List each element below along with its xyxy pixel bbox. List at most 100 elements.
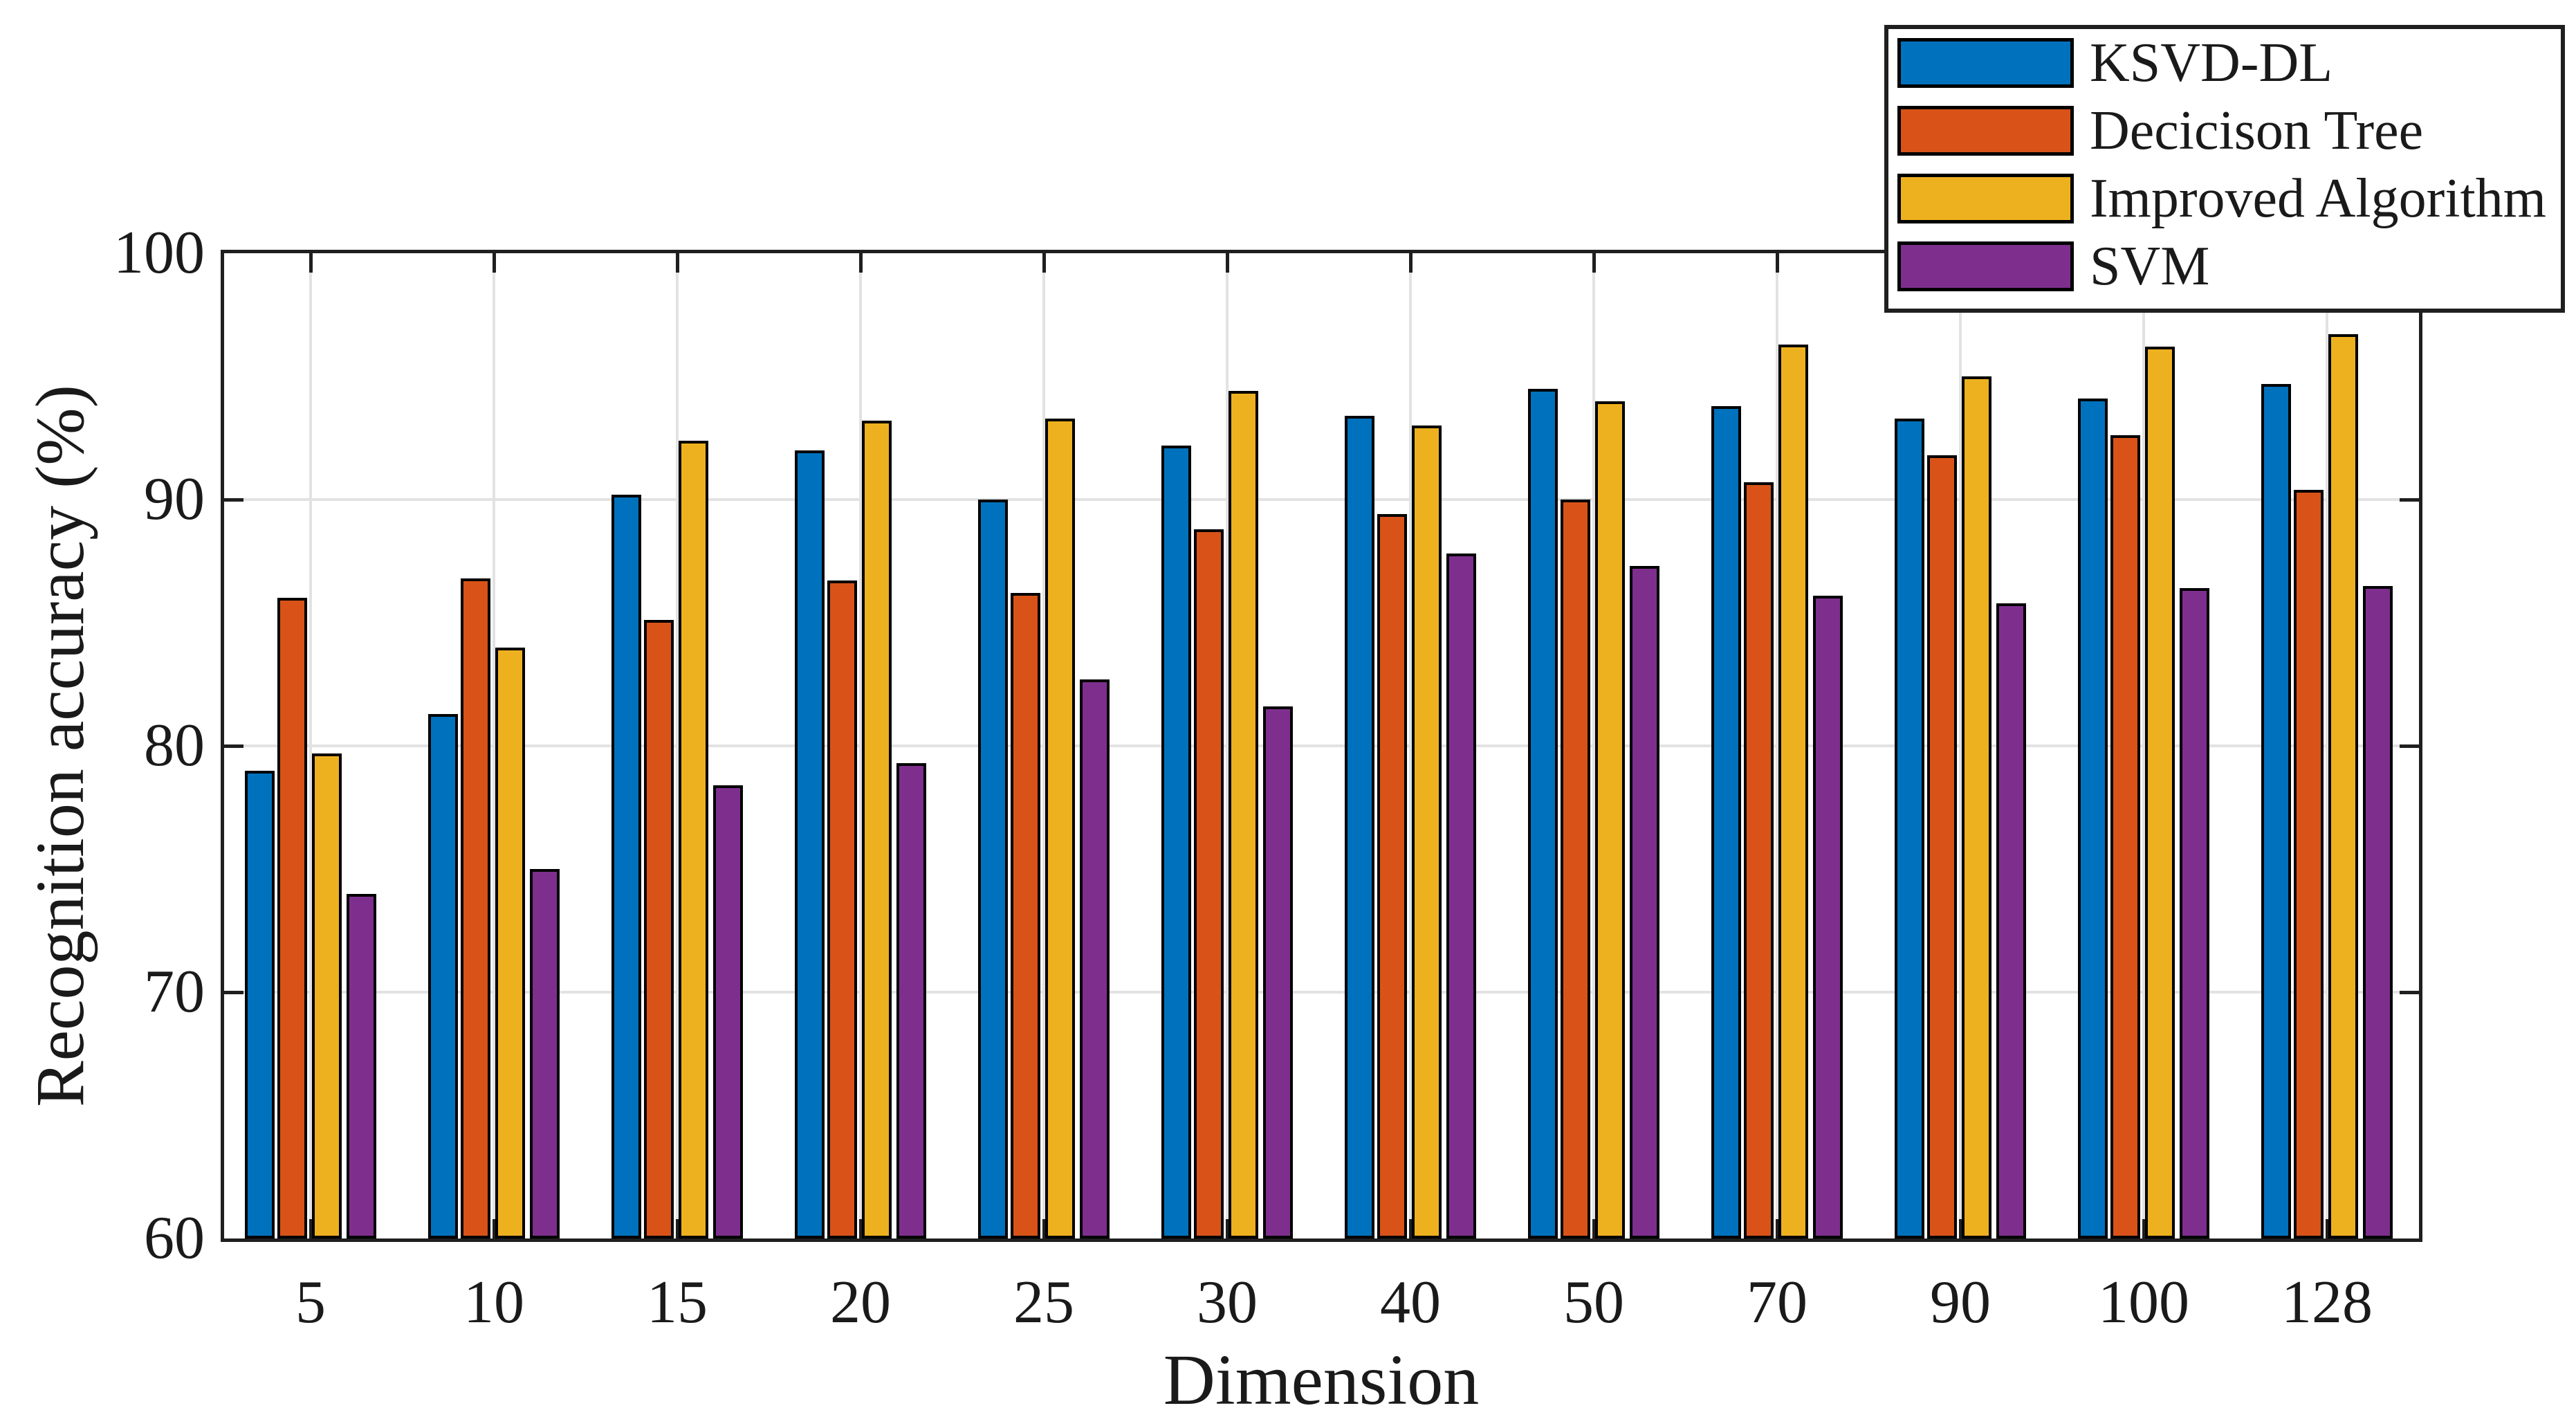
bar-decicison-tree-50 (1561, 500, 1590, 1238)
x-tick-label-128: 128 (2281, 1269, 2373, 1336)
bar-ksvd-dl-90 (1895, 418, 1924, 1238)
x-gridline-70 (1776, 253, 1778, 1238)
x-tick-top-20 (858, 253, 863, 273)
legend-row-3: SVM (1888, 232, 2561, 300)
bar-svm-30 (1263, 706, 1293, 1238)
bar-svm-70 (1813, 595, 1843, 1238)
bar-decicison-tree-70 (1744, 482, 1774, 1238)
bar-decicison-tree-25 (1011, 593, 1040, 1238)
bar-svm-10 (530, 869, 560, 1238)
legend-row-0: KSVD-DL (1888, 29, 2561, 97)
x-tick-top-70 (1775, 253, 1779, 273)
y-tick-right-80 (2400, 744, 2419, 748)
bar-decicison-tree-5 (277, 598, 307, 1238)
x-tick-label-20: 20 (830, 1269, 891, 1336)
legend: KSVD-DL Decicison Tree Improved Algorithm S… (1884, 25, 2565, 313)
bar-improved-algorithm-128 (2328, 334, 2358, 1238)
y-tick-right-90 (2400, 497, 2419, 502)
x-tick-top-5 (309, 253, 313, 273)
legend-label: Improved Algorithm (2090, 168, 2546, 229)
legend-swatch-icon (1897, 174, 2074, 223)
x-tick-label-10: 10 (463, 1269, 524, 1336)
legend-swatch-icon (1897, 241, 2074, 291)
x-gridline-15 (676, 253, 679, 1238)
bar-decicison-tree-30 (1194, 529, 1224, 1238)
y-tick-left-80 (224, 744, 243, 748)
x-gridline-128 (2326, 253, 2328, 1238)
bar-improved-algorithm-50 (1595, 401, 1625, 1238)
bar-decicison-tree-100 (2110, 435, 2140, 1238)
bar-svm-25 (1080, 679, 1110, 1238)
x-tick-label-40: 40 (1380, 1269, 1441, 1336)
x-tick-bottom-5 (309, 1219, 313, 1238)
bar-improved-algorithm-100 (2145, 347, 2175, 1238)
x-tick-bottom-15 (675, 1219, 679, 1238)
bar-ksvd-dl-50 (1528, 388, 1558, 1238)
x-tick-label-30: 30 (1197, 1269, 1258, 1336)
bar-improved-algorithm-30 (1229, 391, 1258, 1238)
bar-svm-50 (1630, 566, 1659, 1238)
legend-label: KSVD-DL (2090, 33, 2333, 93)
y-gridline-90 (224, 498, 2419, 501)
x-tick-label-50: 50 (1563, 1269, 1624, 1336)
bar-improved-algorithm-70 (1778, 344, 1808, 1238)
x-tick-bottom-128 (2325, 1219, 2329, 1238)
bar-svm-100 (2180, 588, 2209, 1238)
y-tick-label-100: 100 (113, 219, 205, 286)
bar-improved-algorithm-40 (1412, 426, 1442, 1238)
bar-svm-90 (1996, 603, 2026, 1238)
x-tick-label-5: 5 (295, 1269, 326, 1336)
x-tick-bottom-40 (1408, 1219, 1413, 1238)
bar-decicison-tree-128 (2294, 489, 2324, 1238)
bar-improved-algorithm-5 (312, 753, 342, 1238)
bar-ksvd-dl-25 (978, 500, 1008, 1238)
x-gridline-40 (1409, 253, 1412, 1238)
bar-improved-algorithm-15 (679, 440, 708, 1238)
bar-svm-5 (347, 893, 376, 1238)
y-tick-label-60: 60 (144, 1205, 205, 1272)
bar-ksvd-dl-128 (2261, 383, 2291, 1238)
y-gridline-80 (224, 744, 2419, 747)
y-tick-label-90: 90 (144, 466, 205, 533)
x-tick-top-50 (1592, 253, 1596, 273)
bar-improved-algorithm-20 (862, 421, 892, 1238)
x-tick-label-70: 70 (1747, 1269, 1807, 1336)
legend-label: SVM (2090, 236, 2210, 297)
legend-row-1: Decicison Tree (1888, 97, 2561, 165)
x-tick-top-10 (492, 253, 496, 273)
x-tick-bottom-70 (1775, 1219, 1779, 1238)
x-gridline-10 (493, 253, 495, 1238)
x-gridline-20 (859, 253, 862, 1238)
x-tick-bottom-100 (2142, 1219, 2146, 1238)
x-gridline-90 (1959, 253, 1962, 1238)
bar-decicison-tree-15 (644, 620, 674, 1238)
bar-svm-128 (2363, 585, 2393, 1238)
bar-ksvd-dl-5 (245, 770, 275, 1238)
x-tick-bottom-50 (1592, 1219, 1596, 1238)
x-tick-bottom-25 (1042, 1219, 1046, 1238)
bar-decicison-tree-20 (827, 580, 857, 1238)
x-tick-label-100: 100 (2098, 1269, 2189, 1336)
x-tick-top-40 (1408, 253, 1413, 273)
x-tick-bottom-30 (1225, 1219, 1229, 1238)
y-tick-left-90 (224, 497, 243, 502)
x-gridline-50 (1592, 253, 1595, 1238)
x-gridline-5 (309, 253, 312, 1238)
bar-improved-algorithm-90 (1962, 376, 1991, 1238)
x-tick-label-90: 90 (1930, 1269, 1991, 1336)
x-tick-top-25 (1042, 253, 1046, 273)
x-tick-bottom-90 (1958, 1219, 1962, 1238)
legend-label: Decicison Tree (2090, 100, 2424, 161)
y-gridline-70 (224, 991, 2419, 994)
bar-ksvd-dl-100 (2078, 399, 2108, 1238)
x-tick-top-30 (1225, 253, 1229, 273)
bar-svm-40 (1446, 554, 1476, 1238)
x-tick-label-25: 25 (1013, 1269, 1074, 1336)
bar-svm-15 (713, 785, 743, 1238)
bar-ksvd-dl-40 (1345, 415, 1374, 1238)
y-tick-label-80: 80 (144, 712, 205, 779)
bar-decicison-tree-40 (1377, 514, 1407, 1238)
legend-swatch-icon (1897, 38, 2074, 88)
bar-ksvd-dl-70 (1711, 405, 1741, 1238)
